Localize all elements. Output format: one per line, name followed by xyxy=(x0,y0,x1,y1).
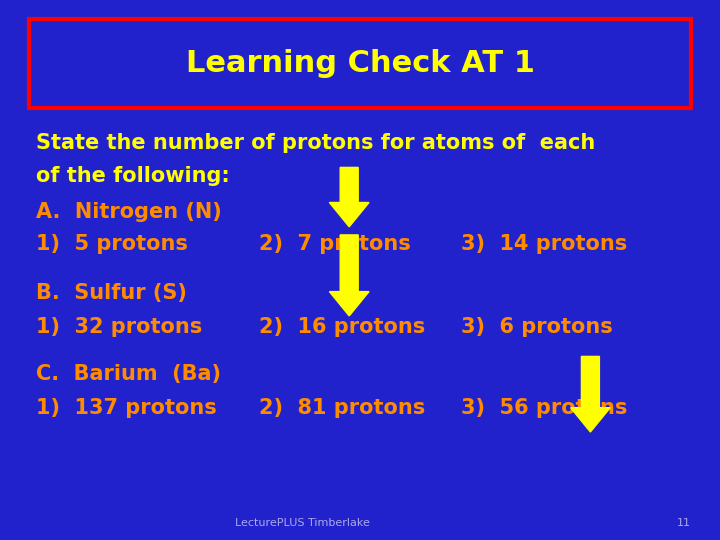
Text: 3)  6 protons: 3) 6 protons xyxy=(461,316,613,337)
FancyArrow shape xyxy=(329,167,369,227)
Text: C.  Barium  (Ba): C. Barium (Ba) xyxy=(36,363,221,384)
Text: 1)  32 protons: 1) 32 protons xyxy=(36,316,202,337)
Text: State the number of protons for atoms of  each: State the number of protons for atoms of… xyxy=(36,133,595,153)
FancyArrow shape xyxy=(329,235,369,316)
Text: 3)  56 protons: 3) 56 protons xyxy=(461,397,627,418)
Text: 2)  7 protons: 2) 7 protons xyxy=(259,234,411,254)
Text: B.  Sulfur (S): B. Sulfur (S) xyxy=(36,282,187,303)
Text: 1)  137 protons: 1) 137 protons xyxy=(36,397,217,418)
Text: 11: 11 xyxy=(678,518,691,528)
Text: 3)  14 protons: 3) 14 protons xyxy=(461,234,627,254)
Text: of the following:: of the following: xyxy=(36,165,230,186)
Text: Learning Check AT 1: Learning Check AT 1 xyxy=(186,49,534,78)
Text: A.  Nitrogen (N): A. Nitrogen (N) xyxy=(36,201,222,222)
Text: LecturePLUS Timberlake: LecturePLUS Timberlake xyxy=(235,518,370,528)
Text: 2)  16 protons: 2) 16 protons xyxy=(259,316,426,337)
FancyArrow shape xyxy=(571,356,610,432)
Bar xyxy=(29,19,691,108)
Text: 2)  81 protons: 2) 81 protons xyxy=(259,397,426,418)
Text: 1)  5 protons: 1) 5 protons xyxy=(36,234,188,254)
